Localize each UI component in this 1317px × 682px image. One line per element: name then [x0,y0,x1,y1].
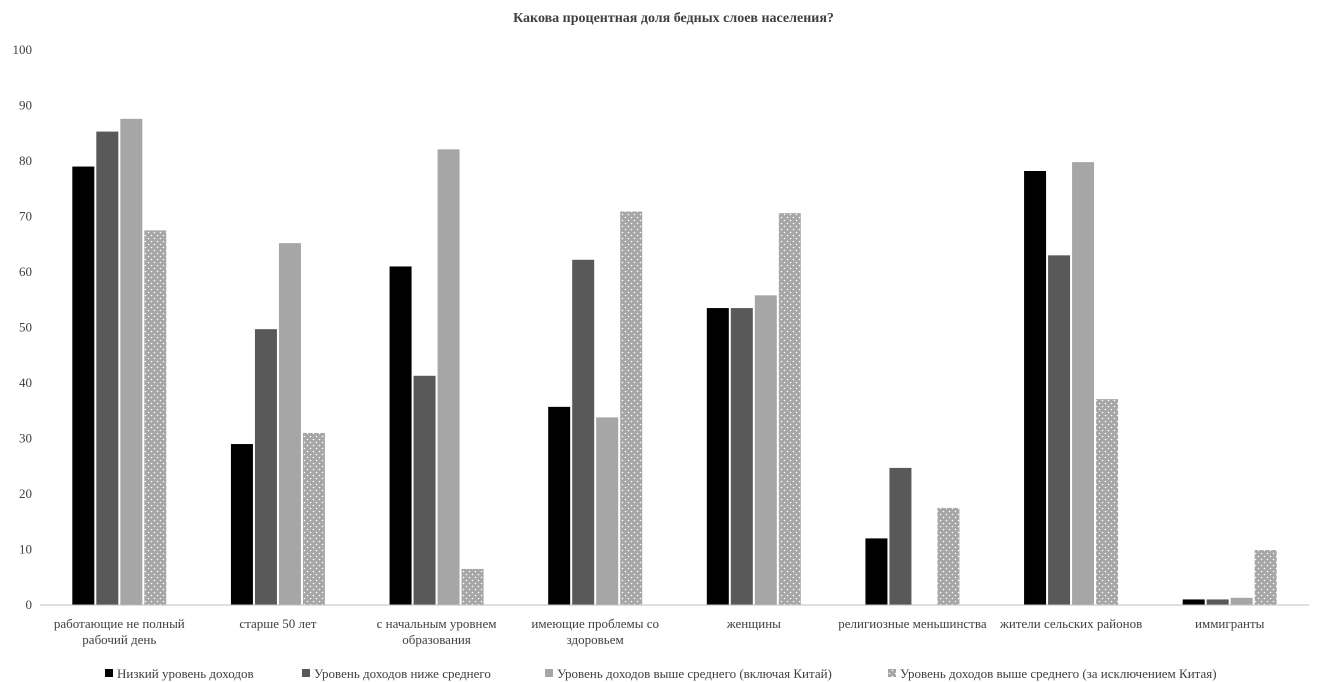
bar-низкий-уровень-доходов-6 [865,538,888,605]
legend-swatch-3 [545,669,553,677]
y-tick-label: 60 [19,264,32,279]
y-tick-label: 20 [19,486,32,501]
chart-title: Какова процентная доля бедных слоев насе… [513,11,834,26]
x-tick-label: иммигранты [1195,616,1265,631]
bar-уровень-доходов-выше-среднего-за-исключением-китая-2 [302,432,325,605]
y-tick-label: 40 [19,375,32,390]
y-tick-label: 50 [19,320,32,335]
bar-низкий-уровень-доходов-8 [1182,599,1205,605]
legend: Низкий уровень доходов Уровень доходов ни… [105,666,1217,681]
x-axis-labels: работающие не полный рабочий день старше 5… [54,616,1265,647]
x-tick-label: работающие не полный рабочий день [54,616,185,647]
bar-низкий-уровень-доходов-7 [1024,170,1047,606]
bar-уровень-доходов-ниже-среднего-7 [1048,255,1071,605]
bar-уровень-доходов-ниже-среднего-6 [889,467,912,605]
x-tick-label: жители сельских районов [999,616,1142,631]
bar-уровень-доходов-выше-среднего-включая-китай-5 [754,295,777,605]
bar-уровень-доходов-выше-среднего-за-исключением-китая-8 [1254,550,1277,605]
bar-низкий-уровень-доходов-2 [230,444,253,605]
bar-уровень-доходов-выше-среднего-включая-китай-4 [596,417,619,605]
bar-уровень-доходов-выше-среднего-за-исключением-китая-5 [778,213,801,606]
legend-label-3: Уровень доходов выше среднего (включая К… [557,666,832,681]
legend-swatch-1 [105,669,113,677]
bar-уровень-доходов-ниже-среднего-8 [1206,599,1229,605]
y-tick-label: 80 [19,153,32,168]
bar-уровень-доходов-ниже-среднего-4 [572,259,595,605]
x-tick-label: религиозные меньшинства [838,616,987,631]
legend-label-1: Низкий уровень доходов [117,666,254,681]
bar-уровень-доходов-выше-среднего-за-исключением-китая-3 [461,568,484,605]
legend-label-4: Уровень доходов выше среднего (за исключ… [900,666,1217,681]
y-tick-label: 0 [26,597,33,612]
legend-swatch-2 [302,669,310,677]
bar-уровень-доходов-ниже-среднего-1 [96,131,119,605]
y-tick-label: 70 [19,209,32,224]
x-tick-label: старше 50 лет [239,616,316,631]
y-tick-label: 90 [19,98,32,113]
bar-уровень-доходов-выше-среднего-за-исключением-китая-7 [1096,399,1119,605]
y-axis: 0 10 20 30 40 50 60 70 80 90 100 [13,42,33,612]
bar-уровень-доходов-выше-среднего-включая-китай-3 [437,149,460,605]
bar-уровень-доходов-выше-среднего-за-исключением-китая-4 [620,211,643,605]
bars-group [72,118,1277,606]
bar-уровень-доходов-выше-среднего-включая-китай-1 [120,118,143,605]
bar-уровень-доходов-выше-среднего-включая-китай-8 [1230,597,1253,605]
x-tick-label: женщины [726,616,781,631]
bar-уровень-доходов-выше-среднего-за-исключением-китая-1 [144,230,167,605]
bar-уровень-доходов-выше-среднего-за-исключением-китая-6 [937,507,960,605]
y-tick-label: 10 [19,542,32,557]
x-tick-label: имеющие проблемы со здоровьем [531,616,659,647]
x-tick-label: с начальным уровнем образования [377,616,497,647]
bar-уровень-доходов-ниже-среднего-2 [254,329,277,605]
bar-уровень-доходов-ниже-среднего-5 [730,308,753,605]
y-tick-label: 100 [13,42,33,57]
legend-swatch-4 [888,669,896,677]
bar-низкий-уровень-доходов-4 [548,406,571,605]
bar-низкий-уровень-доходов-3 [389,266,412,605]
bar-низкий-уровень-доходов-5 [706,308,729,605]
legend-label-2: Уровень доходов ниже среднего [314,666,491,681]
bar-уровень-доходов-выше-среднего-включая-китай-2 [278,243,301,605]
bar-уровень-доходов-выше-среднего-включая-китай-7 [1072,162,1095,606]
bar-низкий-уровень-доходов-1 [72,166,95,606]
bar-уровень-доходов-ниже-среднего-3 [413,375,436,605]
y-tick-label: 30 [19,431,32,446]
